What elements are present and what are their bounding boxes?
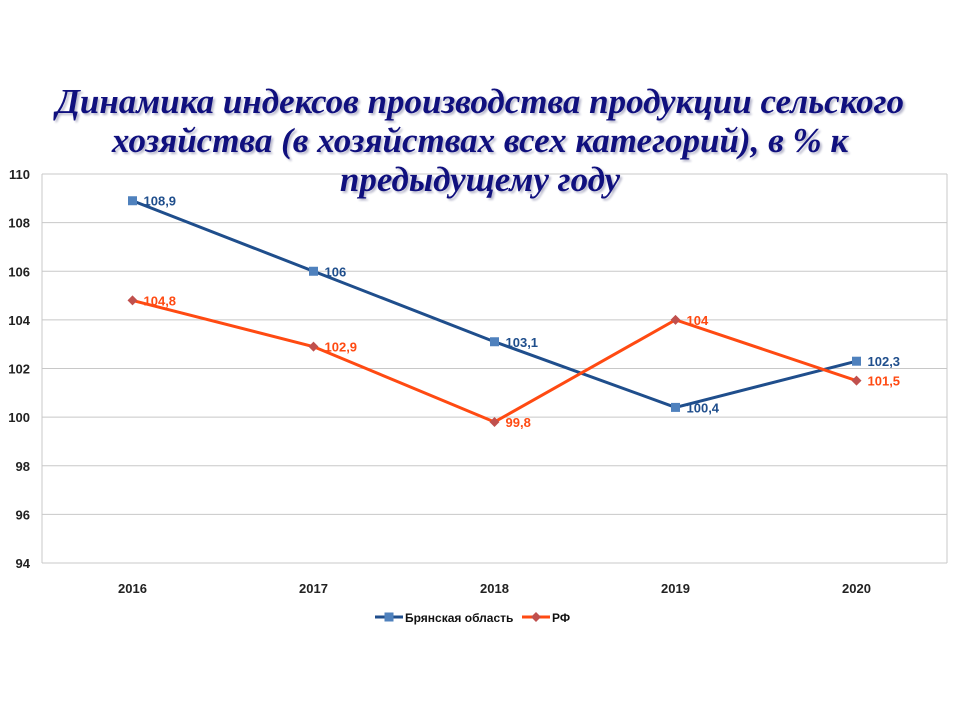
x-tick-label: 2018 — [480, 581, 509, 596]
x-tick-label: 2017 — [299, 581, 328, 596]
x-tick-label: 2019 — [661, 581, 690, 596]
data-point — [490, 337, 499, 347]
data-label: 103,1 — [506, 335, 539, 350]
y-tick-label: 102 — [8, 362, 30, 377]
data-point — [127, 295, 138, 306]
y-tick-label: 98 — [16, 459, 30, 474]
legend-label: Брянская область — [405, 611, 513, 625]
data-point — [308, 341, 319, 352]
title-line: хозяйства (в хозяйствах всех категорий),… — [111, 121, 849, 160]
legend-marker — [531, 612, 541, 622]
series-line — [131, 199, 857, 409]
series-line — [132, 298, 857, 424]
y-tick-label: 104 — [8, 313, 30, 328]
data-point — [489, 416, 500, 427]
y-tick-label: 94 — [16, 556, 31, 571]
y-tick-label: 96 — [16, 507, 30, 522]
data-label: 104,8 — [144, 293, 177, 308]
data-label: 102,3 — [868, 354, 901, 369]
data-label: 104 — [687, 313, 709, 328]
data-label: 99,8 — [506, 415, 531, 430]
chart-title: Динамика индексов производства продукции… — [0, 82, 960, 199]
data-label: 106 — [325, 264, 347, 279]
data-point — [670, 314, 681, 325]
data-label: 101,5 — [868, 374, 901, 389]
data-point — [671, 402, 680, 412]
y-tick-label: 110 — [9, 167, 30, 182]
data-point — [852, 356, 861, 366]
data-label: 100,4 — [687, 400, 720, 415]
x-tick-label: 2020 — [842, 581, 871, 596]
y-tick-label: 106 — [8, 264, 30, 279]
title-line: предыдущему году — [339, 160, 621, 199]
data-point — [128, 196, 137, 206]
y-tick-label: 100 — [8, 410, 30, 425]
x-tick-label: 2016 — [118, 581, 147, 596]
legend-marker — [384, 612, 394, 622]
title-line: Динамика индексов производства продукции… — [55, 82, 905, 121]
data-point — [851, 375, 862, 386]
legend-label: РФ — [552, 611, 570, 625]
data-label: 102,9 — [325, 340, 358, 355]
y-tick-label: 108 — [8, 216, 30, 231]
data-label: 108,9 — [144, 194, 177, 209]
data-point — [309, 266, 318, 276]
